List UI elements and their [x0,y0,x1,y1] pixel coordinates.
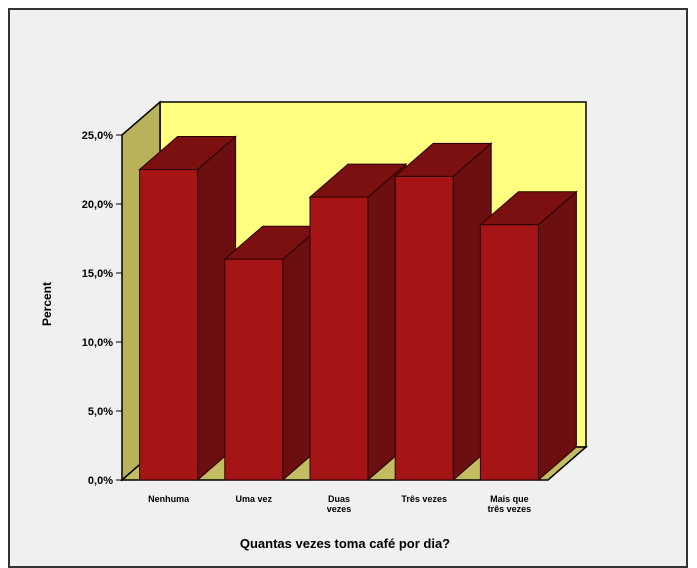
bar-side [537,190,577,482]
bar [223,225,323,482]
x-axis: Nenhuma Uma vez Duas vezes Três vezes Mais qu… [148,494,531,514]
y-axis-label: Percent [40,282,54,326]
category-label: Uma vez [236,494,273,504]
bar-front [309,196,369,481]
y-tick-label: 15,0% [82,268,113,280]
y-tick-label: 0,0% [88,475,113,487]
bars [138,135,578,482]
y-tick-label: 5,0% [88,406,113,418]
bar [393,142,493,482]
bar [479,190,578,482]
bar [138,135,237,482]
bar [308,163,408,482]
y-tick-label: 25,0% [82,130,113,142]
y-axis: 0,0% 5,0% 10,0% 15,0% 20,0% 25,0% [82,130,122,487]
category-label: Três vezes [401,494,447,504]
y-tick-label: 20,0% [82,199,113,211]
category-label: Nenhuma [148,494,190,504]
bar-front [394,175,454,481]
bar-front [224,258,284,481]
bar-front [479,224,539,481]
x-axis-label: Quantas vezes toma café por dia? [240,536,450,551]
y-tick-label: 10,0% [82,337,113,349]
category-label: Mais que três vezes [488,494,532,514]
bar-front [139,169,199,481]
bar-chart: 0,0% 5,0% 10,0% 15,0% 20,0% 25,0% Nenhuma Uma … [40,100,589,551]
category-label: Duas vezes [327,494,352,514]
